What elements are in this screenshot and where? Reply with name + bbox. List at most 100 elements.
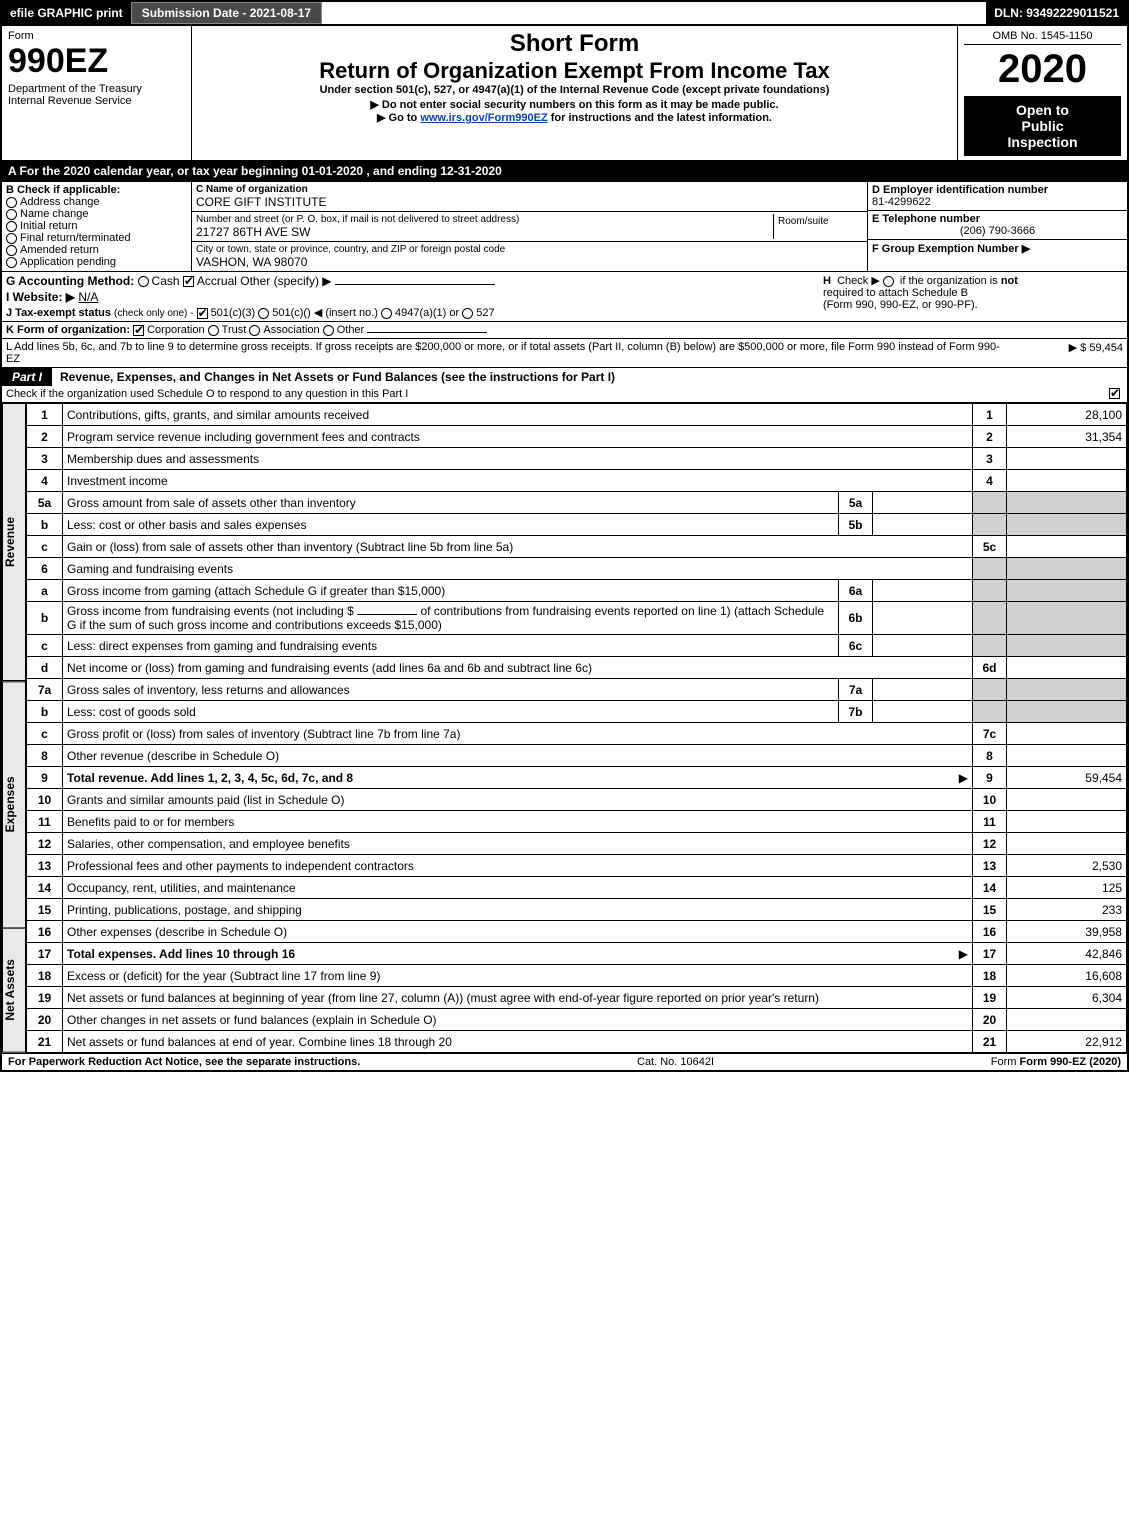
c-name-label: C Name of organization xyxy=(196,184,863,195)
box-b-title: B Check if applicable: xyxy=(6,184,187,196)
k-label: K Form of organization: xyxy=(6,324,130,336)
line-k: K Form of organization: Corporation Trus… xyxy=(0,322,1129,339)
table-row: bLess: cost or other basis and sales exp… xyxy=(27,514,1127,536)
corp-checkbox[interactable] xyxy=(133,325,144,336)
irs-link[interactable]: www.irs.gov/Form990EZ xyxy=(420,112,547,124)
initial-return-radio[interactable] xyxy=(6,221,17,232)
efile-print: efile GRAPHIC print xyxy=(2,2,131,24)
h-radio[interactable] xyxy=(883,276,894,287)
part-i-num: Part I xyxy=(2,368,54,386)
footer-right: Form Form 990-EZ (2020) xyxy=(991,1056,1121,1068)
name-change-radio[interactable] xyxy=(6,209,17,220)
cash-radio[interactable] xyxy=(138,276,149,287)
street-address: 21727 86TH AVE SW xyxy=(196,225,773,239)
table-row: 16Other expenses (describe in Schedule O… xyxy=(27,921,1127,943)
line-l: L Add lines 5b, 6c, and 7b to line 9 to … xyxy=(0,339,1129,368)
part-i-header: Part I Revenue, Expenses, and Changes in… xyxy=(0,368,1129,403)
submission-date-button[interactable]: Submission Date - 2021-08-17 xyxy=(131,2,322,24)
city-state-zip: VASHON, WA 98070 xyxy=(196,255,863,269)
ident-block: B Check if applicable: Address change Na… xyxy=(0,182,1129,272)
accrual-checkbox[interactable] xyxy=(183,276,194,287)
table-row: 20Other changes in net assets or fund ba… xyxy=(27,1009,1127,1031)
table-row: 1Contributions, gifts, grants, and simil… xyxy=(27,404,1127,426)
part-i-check-text: Check if the organization used Schedule … xyxy=(6,388,1109,400)
table-row: 19Net assets or fund balances at beginni… xyxy=(27,987,1127,1009)
footer: For Paperwork Reduction Act Notice, see … xyxy=(0,1053,1129,1072)
501c-radio[interactable] xyxy=(258,308,269,319)
box-b: B Check if applicable: Address change Na… xyxy=(2,182,192,271)
revenue-sidebar: Revenue xyxy=(2,403,26,681)
table-row: dNet income or (loss) from gaming and fu… xyxy=(27,657,1127,679)
dept: Department of the Treasury xyxy=(8,83,185,95)
final-return-radio[interactable] xyxy=(6,233,17,244)
dln: DLN: 93492229011521 xyxy=(986,2,1127,24)
expenses-sidebar: Expenses xyxy=(2,681,26,928)
tax-year: 2020 xyxy=(964,47,1121,92)
table-row: 15Printing, publications, postage, and s… xyxy=(27,899,1127,921)
form-word: Form xyxy=(8,30,185,42)
table-row: 11Benefits paid to or for members11 xyxy=(27,811,1127,833)
table-row: 6Gaming and fundraising events xyxy=(27,558,1127,580)
phone: (206) 790-3666 xyxy=(872,225,1123,237)
d-label: D Employer identification number xyxy=(872,184,1123,196)
i-label: I Website: ▶ xyxy=(6,290,75,304)
app-pending-radio[interactable] xyxy=(6,257,17,268)
assoc-radio[interactable] xyxy=(249,325,260,336)
addr-change-radio[interactable] xyxy=(6,197,17,208)
efile-text: efile GRAPHIC print xyxy=(10,6,123,20)
footer-mid: Cat. No. 10642I xyxy=(360,1056,990,1068)
527-radio[interactable] xyxy=(462,308,473,319)
l-text: L Add lines 5b, 6c, and 7b to line 9 to … xyxy=(6,341,1013,365)
j-label: J Tax-exempt status xyxy=(6,307,111,319)
city-label: City or town, state or province, country… xyxy=(196,244,863,255)
table-row: 18Excess or (deficit) for the year (Subt… xyxy=(27,965,1127,987)
irs: Internal Revenue Service xyxy=(8,95,185,107)
website-value: N/A xyxy=(78,290,98,304)
table-row: 13Professional fees and other payments t… xyxy=(27,855,1127,877)
room-suite-label: Room/suite xyxy=(773,214,863,239)
trust-radio[interactable] xyxy=(208,325,219,336)
omb: OMB No. 1545-1150 xyxy=(964,30,1121,45)
table-row: 9Total revenue. Add lines 1, 2, 3, 4, 5c… xyxy=(27,767,1127,789)
return-title: Return of Organization Exempt From Incom… xyxy=(198,58,951,84)
f-label: F Group Exemption Number ▶ xyxy=(872,243,1030,255)
short-form-title: Short Form xyxy=(198,30,951,58)
box-def: D Employer identification number 81-4299… xyxy=(867,182,1127,271)
line-a: A For the 2020 calendar year, or tax yea… xyxy=(0,160,1129,182)
501c3-checkbox[interactable] xyxy=(197,308,208,319)
table-row: 8Other revenue (describe in Schedule O)8 xyxy=(27,745,1127,767)
lines-table: 1Contributions, gifts, grants, and simil… xyxy=(26,403,1127,1053)
sub3: ▶ Go to www.irs.gov/Form990EZ for instru… xyxy=(198,111,951,124)
4947-radio[interactable] xyxy=(381,308,392,319)
sub1: Under section 501(c), 527, or 4947(a)(1)… xyxy=(198,84,951,96)
box-c: C Name of organization CORE GIFT INSTITU… xyxy=(192,182,867,271)
topbar: efile GRAPHIC print Submission Date - 20… xyxy=(0,0,1129,26)
other-org-radio[interactable] xyxy=(323,325,334,336)
e-label: E Telephone number xyxy=(872,213,1123,225)
line-g-h: G Accounting Method: Cash Accrual Other … xyxy=(0,272,1129,322)
table-row: 2Program service revenue including gover… xyxy=(27,426,1127,448)
addr-label: Number and street (or P. O. box, if mail… xyxy=(196,214,773,225)
form-header: Form 990EZ Department of the Treasury In… xyxy=(0,26,1129,160)
table-row: 14Occupancy, rent, utilities, and mainte… xyxy=(27,877,1127,899)
table-row: 3Membership dues and assessments3 xyxy=(27,448,1127,470)
ein: 81-4299622 xyxy=(872,196,1123,208)
other-specify-line[interactable] xyxy=(335,284,495,285)
table-row: bGross income from fundraising events (n… xyxy=(27,602,1127,635)
table-row: 7aGross sales of inventory, less returns… xyxy=(27,679,1127,701)
netassets-sidebar: Net Assets xyxy=(2,928,26,1053)
amended-return-radio[interactable] xyxy=(6,245,17,256)
sub2: ▶ Do not enter social security numbers o… xyxy=(198,98,951,111)
table-row: cGain or (loss) from sale of assets othe… xyxy=(27,536,1127,558)
g-label: G Accounting Method: xyxy=(6,274,134,288)
table-row: bLess: cost of goods sold7b xyxy=(27,701,1127,723)
table-row: 10Grants and similar amounts paid (list … xyxy=(27,789,1127,811)
table-row: aGross income from gaming (attach Schedu… xyxy=(27,580,1127,602)
table-row: 5aGross amount from sale of assets other… xyxy=(27,492,1127,514)
open-public-box: Open to Public Inspection xyxy=(964,96,1121,156)
schedule-o-checkbox[interactable] xyxy=(1109,388,1120,399)
l-amount: ▶ $ 59,454 xyxy=(1013,341,1123,365)
table-row: 12Salaries, other compensation, and empl… xyxy=(27,833,1127,855)
line-h: H Check ▶ if the organization is not req… xyxy=(823,274,1123,319)
table-row: 4Investment income4 xyxy=(27,470,1127,492)
